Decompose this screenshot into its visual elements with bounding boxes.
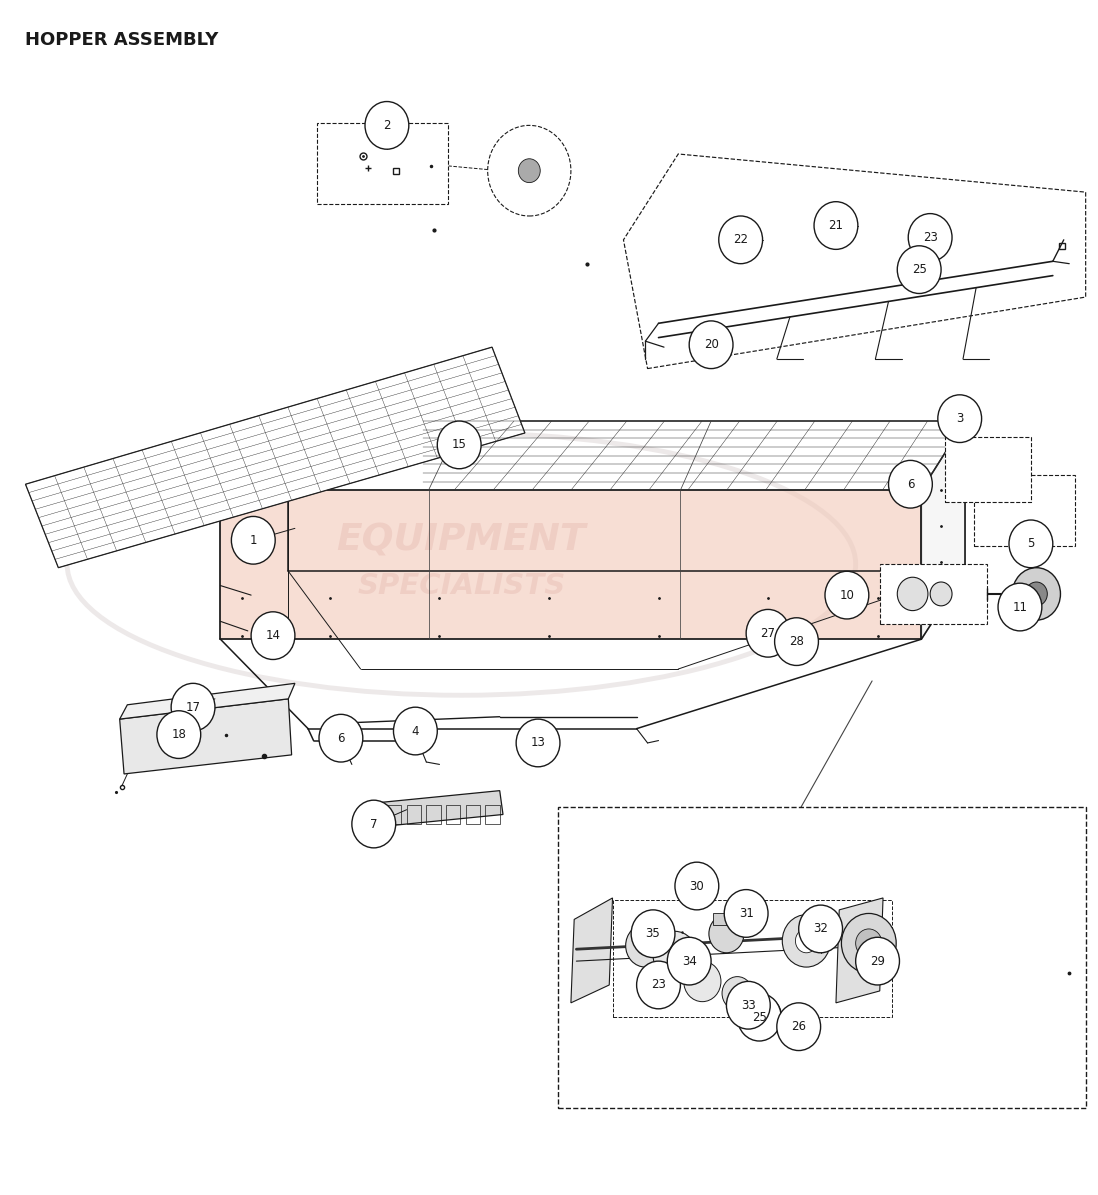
Circle shape [855,929,882,957]
Text: 6: 6 [337,731,345,744]
Text: 22: 22 [733,233,748,246]
Circle shape [785,1010,811,1038]
Circle shape [1026,582,1047,606]
Text: 10: 10 [840,589,854,601]
Circle shape [719,216,763,264]
Text: 25: 25 [752,1011,766,1024]
Circle shape [751,998,781,1031]
FancyBboxPatch shape [714,913,740,925]
Polygon shape [571,897,613,1003]
Text: 5: 5 [1028,538,1034,551]
Circle shape [668,937,712,985]
Circle shape [738,993,781,1041]
Circle shape [722,976,753,1010]
Circle shape [518,159,540,183]
Polygon shape [120,699,292,774]
Text: 14: 14 [266,629,280,642]
Circle shape [516,719,560,767]
Circle shape [690,321,733,368]
Circle shape [855,937,899,985]
Text: 28: 28 [789,635,804,648]
Circle shape [998,583,1042,631]
Text: 13: 13 [530,736,546,749]
Circle shape [825,571,869,619]
Circle shape [814,202,858,250]
Circle shape [888,460,932,508]
Circle shape [798,905,842,952]
Circle shape [320,715,362,762]
Text: SPECIALISTS: SPECIALISTS [357,571,565,600]
Circle shape [727,981,770,1029]
Text: 23: 23 [922,231,938,244]
Circle shape [631,909,675,957]
FancyBboxPatch shape [974,474,1075,546]
Circle shape [1009,520,1053,568]
Text: 32: 32 [814,923,828,936]
Circle shape [1012,568,1061,620]
Polygon shape [836,897,883,1003]
Text: 35: 35 [646,927,660,940]
FancyBboxPatch shape [317,123,448,204]
FancyBboxPatch shape [945,436,1031,502]
Circle shape [653,931,697,979]
Text: 33: 33 [741,999,755,1012]
Polygon shape [120,684,295,719]
Circle shape [393,707,437,755]
Circle shape [171,684,215,731]
Circle shape [251,612,295,660]
Circle shape [232,516,276,564]
Text: 2: 2 [383,118,391,131]
Text: 3: 3 [956,412,963,425]
Circle shape [725,889,768,937]
Circle shape [365,102,408,149]
Text: 31: 31 [739,907,753,920]
Circle shape [488,125,571,216]
Circle shape [897,246,941,294]
Circle shape [675,862,719,909]
Circle shape [747,609,789,657]
Polygon shape [25,347,525,568]
Text: 7: 7 [370,817,378,831]
FancyBboxPatch shape [879,564,987,624]
Circle shape [782,914,830,967]
Circle shape [795,929,817,952]
Circle shape [776,1003,820,1050]
Text: 15: 15 [451,439,467,452]
Text: 29: 29 [870,955,885,968]
Circle shape [930,582,952,606]
Circle shape [709,914,744,952]
Text: 27: 27 [761,626,775,639]
Text: EQUIPMENT: EQUIPMENT [337,522,586,558]
Polygon shape [921,421,965,639]
Text: 20: 20 [704,338,718,351]
Circle shape [626,924,665,967]
Text: 25: 25 [911,263,927,276]
Circle shape [774,618,818,666]
Circle shape [157,711,201,759]
Text: 34: 34 [682,955,696,968]
Text: 4: 4 [412,724,419,737]
Text: 17: 17 [186,700,201,713]
FancyBboxPatch shape [558,808,1086,1108]
Circle shape [908,214,952,262]
Circle shape [841,913,896,973]
Text: 30: 30 [690,880,704,893]
Circle shape [938,394,982,442]
Text: 21: 21 [829,219,843,232]
Text: 6: 6 [907,478,915,491]
Text: 23: 23 [651,979,666,992]
Circle shape [637,936,654,955]
Circle shape [637,961,681,1009]
Text: 11: 11 [1012,601,1028,613]
Polygon shape [379,791,503,827]
Text: HOPPER ASSEMBLY: HOPPER ASSEMBLY [25,31,219,49]
Circle shape [684,961,721,1001]
Text: 1: 1 [249,534,257,547]
Text: 26: 26 [792,1021,806,1034]
Circle shape [351,801,395,848]
Circle shape [897,577,928,611]
Polygon shape [221,490,921,639]
Circle shape [437,421,481,468]
Text: 18: 18 [171,728,187,741]
